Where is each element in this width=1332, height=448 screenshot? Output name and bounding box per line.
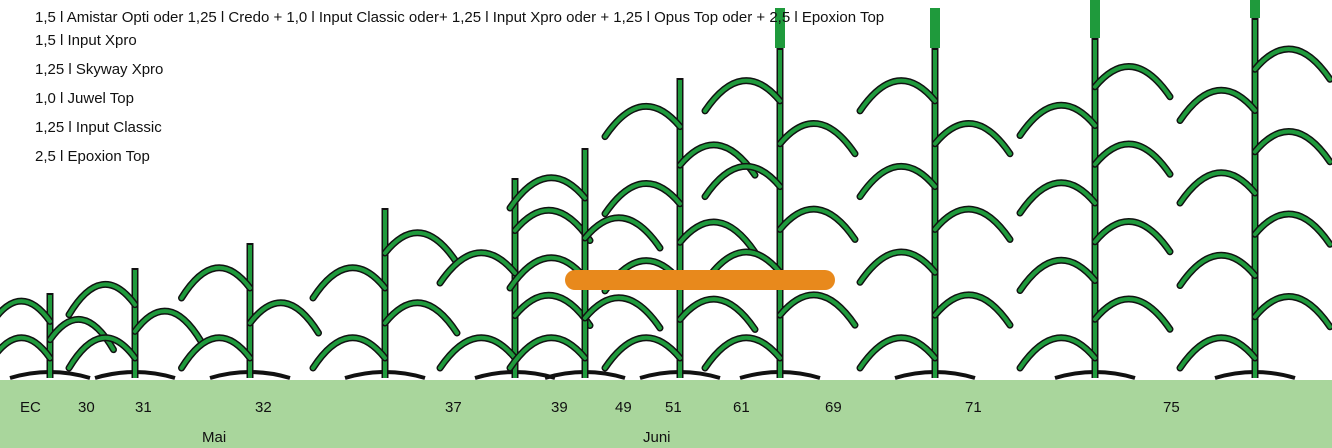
leaf xyxy=(179,265,252,300)
treatment-label: 1,5 l Amistar Opti oder 1,25 l Credo + 1… xyxy=(35,9,884,26)
leaf xyxy=(1018,103,1097,138)
month-label: Mai xyxy=(202,429,226,446)
leaf xyxy=(1178,335,1257,370)
stage-label: 69 xyxy=(825,399,842,416)
tassel xyxy=(1090,0,1100,38)
leaf xyxy=(1093,142,1172,177)
leaf xyxy=(583,215,662,250)
leaf xyxy=(1093,64,1172,99)
leaf xyxy=(603,335,682,370)
stage-label: 30 xyxy=(78,399,95,416)
leaf xyxy=(603,181,682,216)
leaf xyxy=(678,220,757,255)
stage-label: EC xyxy=(20,399,41,416)
leaf xyxy=(703,78,782,113)
leaf xyxy=(383,230,459,265)
leaf xyxy=(933,292,1012,328)
leaf xyxy=(133,309,203,344)
stage-label: 71 xyxy=(965,399,982,416)
stage-label: 32 xyxy=(255,399,272,416)
leaf xyxy=(179,335,252,370)
leaf xyxy=(311,265,387,300)
leaf xyxy=(508,335,587,370)
treatment-label: 1,25 l Skyway Xpro xyxy=(35,61,163,78)
month-label: Juni xyxy=(643,429,671,446)
leaf xyxy=(438,250,517,285)
leaf xyxy=(383,300,459,335)
leaf xyxy=(1093,297,1172,332)
leaf xyxy=(1093,219,1172,254)
leaf xyxy=(248,300,321,335)
leaf xyxy=(778,292,857,328)
leaf xyxy=(858,78,937,113)
leaf xyxy=(1253,294,1332,329)
leaf xyxy=(933,121,1012,156)
leaf xyxy=(933,207,1012,242)
stage-label: 49 xyxy=(615,399,632,416)
leaf xyxy=(1178,170,1257,205)
leaf xyxy=(703,335,782,370)
leaf xyxy=(438,335,517,370)
leaf xyxy=(311,335,387,370)
treatment-label: 2,5 l Epoxion Top xyxy=(35,148,150,165)
stage-label: 31 xyxy=(135,399,152,416)
leaf xyxy=(583,295,662,330)
labels: 1,5 l Amistar Opti oder 1,25 l Credo + 1… xyxy=(20,9,1180,446)
leaf xyxy=(858,335,937,370)
leaf xyxy=(67,282,137,317)
leaf xyxy=(603,104,682,139)
ground xyxy=(0,380,1332,448)
leaf xyxy=(678,297,757,332)
leaf xyxy=(508,175,587,210)
application-window xyxy=(565,270,835,290)
leaf xyxy=(0,335,52,360)
leaf xyxy=(1253,212,1332,247)
leaf xyxy=(0,299,52,324)
leaf xyxy=(1253,47,1332,82)
leaf xyxy=(1018,258,1097,293)
leaf xyxy=(508,255,587,290)
leaf xyxy=(67,335,137,370)
leaf xyxy=(703,164,782,199)
stage-label: 75 xyxy=(1163,399,1180,416)
leaf xyxy=(858,250,937,285)
treatment-label: 1,25 l Input Classic xyxy=(35,119,162,136)
tassel xyxy=(775,8,785,48)
treatment-label: 1,5 l Input Xpro xyxy=(35,32,137,49)
leaf xyxy=(858,164,937,199)
stage-label: 61 xyxy=(733,399,750,416)
leaf xyxy=(1018,180,1097,215)
leaf xyxy=(1178,88,1257,123)
tassel xyxy=(930,8,940,48)
leaf xyxy=(1018,335,1097,370)
plants xyxy=(0,0,1332,380)
tassel xyxy=(1250,0,1260,18)
leaf xyxy=(1253,129,1332,164)
stage-label: 51 xyxy=(665,399,682,416)
stage-label: 37 xyxy=(445,399,462,416)
treatment-label: 1,0 l Juwel Top xyxy=(35,90,134,107)
leaf xyxy=(778,207,857,242)
stage-label: 39 xyxy=(551,399,568,416)
leaf xyxy=(1178,253,1257,288)
leaf xyxy=(778,121,857,156)
